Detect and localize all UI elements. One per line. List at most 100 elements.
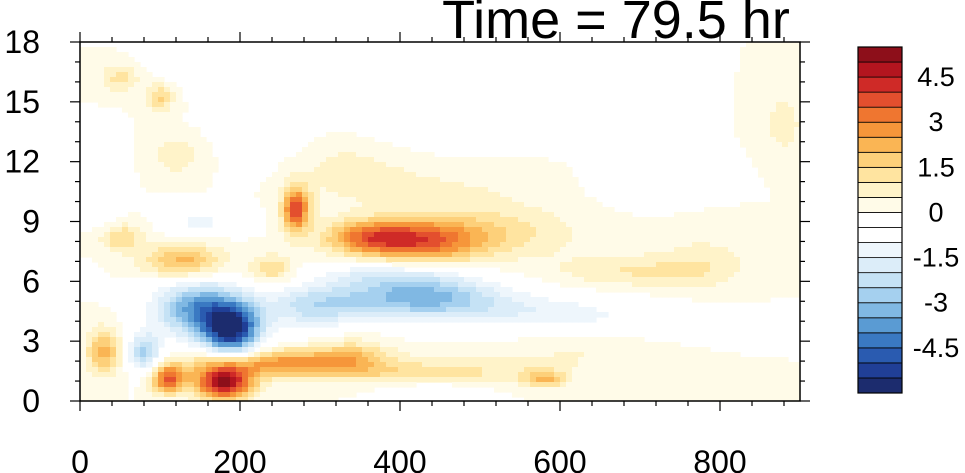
field-cell bbox=[632, 282, 639, 288]
field-cell bbox=[488, 257, 495, 263]
field-cell bbox=[692, 227, 699, 233]
field-cell bbox=[422, 182, 429, 188]
field-cell bbox=[518, 342, 525, 348]
field-cell bbox=[536, 382, 543, 388]
field-cell bbox=[794, 187, 801, 193]
field-cell bbox=[644, 397, 651, 402]
field-cell bbox=[494, 262, 501, 268]
field-cell bbox=[776, 192, 783, 198]
colorbar-label: 0 bbox=[928, 197, 943, 227]
field-cell bbox=[392, 297, 399, 303]
field-cell bbox=[368, 352, 375, 358]
field-cell bbox=[368, 267, 375, 273]
field-cell bbox=[710, 267, 717, 273]
field-cell bbox=[554, 377, 561, 383]
field-cell bbox=[554, 372, 561, 378]
field-cell bbox=[164, 267, 171, 273]
field-cell bbox=[254, 387, 261, 393]
field-cell bbox=[650, 387, 657, 393]
field-cell bbox=[272, 192, 279, 198]
field-cell bbox=[368, 362, 375, 368]
colorbar-swatch bbox=[857, 166, 903, 183]
field-cell bbox=[728, 392, 735, 398]
field-cell bbox=[278, 392, 285, 398]
field-cell bbox=[542, 342, 549, 348]
field-cell bbox=[200, 307, 207, 313]
field-cell bbox=[146, 162, 153, 168]
field-cell bbox=[482, 237, 489, 243]
field-cell bbox=[668, 392, 675, 398]
field-cell bbox=[212, 367, 219, 373]
field-cell bbox=[698, 352, 705, 358]
field-cell bbox=[212, 372, 219, 378]
field-cell bbox=[152, 352, 159, 358]
field-cell bbox=[776, 132, 783, 138]
field-cell bbox=[776, 242, 783, 248]
field-cell bbox=[314, 147, 321, 153]
field-cell bbox=[164, 262, 171, 268]
field-cell bbox=[758, 82, 765, 88]
field-cell bbox=[422, 237, 429, 243]
field-cell bbox=[644, 392, 651, 398]
field-cell bbox=[626, 277, 633, 283]
field-cell bbox=[218, 327, 225, 333]
field-cell bbox=[770, 202, 777, 208]
field-cell bbox=[434, 212, 441, 218]
field-cell bbox=[158, 87, 165, 93]
field-cell bbox=[404, 372, 411, 378]
field-cell bbox=[320, 382, 327, 388]
field-cell bbox=[206, 247, 213, 253]
field-cell bbox=[548, 397, 555, 402]
field-cell bbox=[794, 82, 801, 88]
field-cell bbox=[116, 242, 123, 248]
field-cell bbox=[362, 387, 369, 393]
field-cell bbox=[440, 202, 447, 208]
field-cell bbox=[482, 192, 489, 198]
field-cell bbox=[170, 312, 177, 318]
field-cell bbox=[566, 257, 573, 263]
field-cell bbox=[614, 237, 621, 243]
field-cell bbox=[230, 327, 237, 333]
field-cell bbox=[356, 197, 363, 203]
field-cell bbox=[602, 217, 609, 223]
field-cell bbox=[308, 152, 315, 158]
field-cell bbox=[698, 287, 705, 293]
field-cell bbox=[398, 232, 405, 238]
field-cell bbox=[416, 287, 423, 293]
field-cell bbox=[752, 282, 759, 288]
field-cell bbox=[746, 57, 753, 63]
field-cell bbox=[554, 197, 561, 203]
field-cell bbox=[224, 287, 231, 293]
field-cell bbox=[362, 337, 369, 343]
field-cell bbox=[110, 82, 117, 88]
field-cell bbox=[140, 152, 147, 158]
field-cell bbox=[554, 337, 561, 343]
field-cell bbox=[176, 247, 183, 253]
field-cell bbox=[794, 57, 801, 63]
field-cell bbox=[80, 312, 87, 318]
field-cell bbox=[332, 157, 339, 163]
field-cell bbox=[536, 227, 543, 233]
field-cell bbox=[458, 282, 465, 288]
field-cell bbox=[176, 142, 183, 148]
field-cell bbox=[542, 232, 549, 238]
field-cell bbox=[200, 302, 207, 308]
field-cell bbox=[368, 252, 375, 258]
field-cell bbox=[422, 312, 429, 318]
field-cell bbox=[740, 357, 747, 363]
field-cell bbox=[530, 357, 537, 363]
field-cell bbox=[224, 292, 231, 298]
field-cell bbox=[434, 252, 441, 258]
field-cell bbox=[458, 352, 465, 358]
field-cell bbox=[500, 317, 507, 323]
field-cell bbox=[650, 217, 657, 223]
field-cell bbox=[164, 357, 171, 363]
field-cell bbox=[770, 172, 777, 178]
field-cell bbox=[104, 77, 111, 83]
field-cell bbox=[734, 277, 741, 283]
field-cell bbox=[140, 127, 147, 133]
field-cell bbox=[776, 162, 783, 168]
field-cell bbox=[650, 277, 657, 283]
field-cell bbox=[110, 267, 117, 273]
field-cell bbox=[596, 377, 603, 383]
